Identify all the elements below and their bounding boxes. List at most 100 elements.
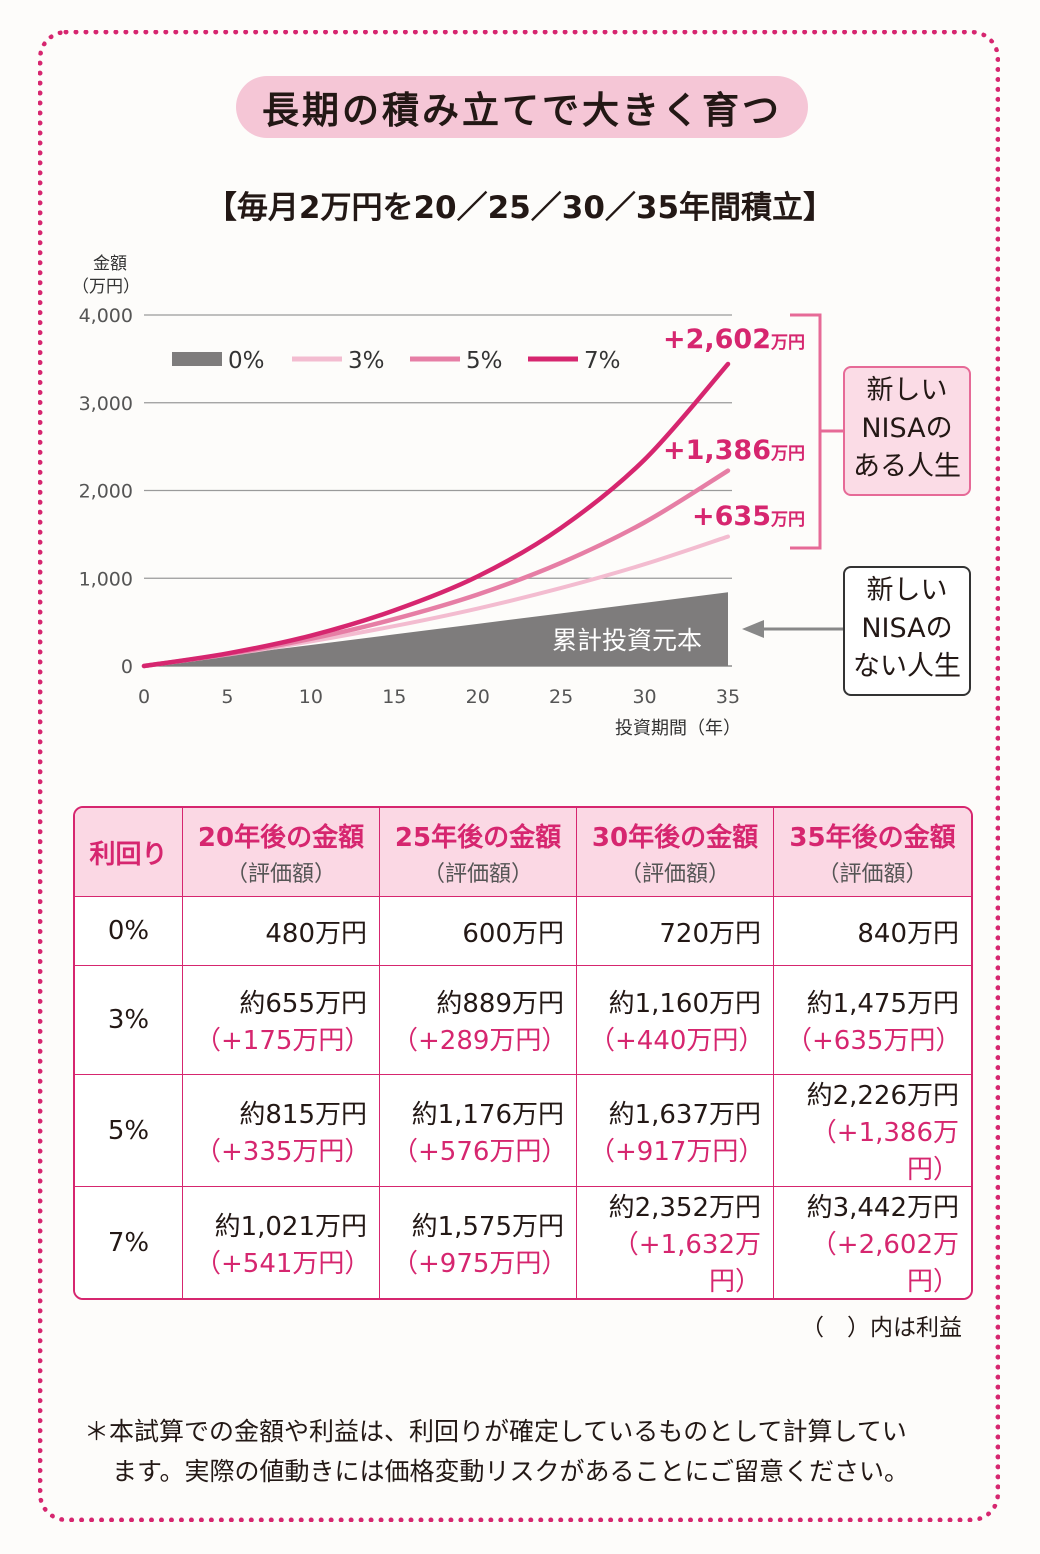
table-row: 5% 約815万円 （+335万円） 約1,176万円 （+576万円） 約1,63… — [75, 1075, 971, 1187]
profit: （+975万円） — [392, 1248, 568, 1279]
legend-label: 0% — [228, 348, 265, 374]
value-cell: 約889万円 （+289万円） — [380, 966, 577, 1075]
profit: （+1,386万円） — [810, 1118, 959, 1185]
value-cell: 約1,637万円 （+917万円） — [577, 1075, 774, 1187]
amount: 約1,176万円 — [411, 1099, 564, 1130]
profit: （+1,632万円） — [612, 1230, 761, 1297]
header-col: 25年後の金額 （評価額） — [380, 808, 577, 897]
end-value-label: +635万円 — [692, 501, 805, 532]
results-table: 利回り 20年後の金額 （評価額） 25年後の金額 （評価額） 30年後の金額 （評価… — [73, 806, 973, 1300]
callout-without-nisa-line: 新しい — [866, 575, 948, 606]
x-tick-label: 5 — [221, 686, 233, 708]
amount: 720万円 — [659, 918, 761, 949]
x-tick-label: 25 — [549, 686, 573, 708]
y-tick-label: 1,000 — [79, 568, 133, 590]
end-value-label: +2,602万円 — [663, 324, 805, 355]
end-value: +1,386 — [663, 435, 771, 466]
header-title: 35年後の金額 — [789, 822, 956, 853]
value-cell: 約1,575万円 （+975万円） — [380, 1187, 577, 1298]
y-tick-label: 2,000 — [79, 481, 133, 503]
amount: 約1,575万円 — [411, 1211, 564, 1242]
amount: 約655万円 — [239, 989, 367, 1019]
x-tick-label: 20 — [466, 686, 490, 708]
growth-chart: 金額 （万円） 0 1,000 2,000 3,000 4,000 0 5 10 15 20 25 30 3… — [72, 254, 843, 739]
end-value: +635 — [692, 501, 771, 532]
profit: （+576万円） — [392, 1136, 568, 1167]
amount: 約1,021万円 — [214, 1211, 367, 1242]
header-rate: 利回り — [75, 808, 183, 897]
callout-without-nisa-line: ない人生 — [853, 651, 961, 682]
callout-with-nisa: 新しい NISAの ある人生 — [843, 366, 971, 496]
value-cell: 約3,442万円 （+2,602万円） — [774, 1187, 971, 1298]
series-line-7pct — [141, 361, 731, 669]
end-value-label: +1,386万円 — [663, 435, 805, 466]
value-cell: 600万円 — [380, 897, 577, 966]
footnote-line: ます。実際の値動きには価格変動リスクがあることにご留意ください。 — [112, 1457, 910, 1486]
header-title: 20年後の金額 — [197, 822, 365, 853]
x-tick-label: 30 — [632, 686, 656, 708]
callout-with-nisa-line: 新しい — [866, 375, 948, 406]
legend-label: 7% — [584, 348, 621, 374]
amount: 600万円 — [462, 918, 564, 949]
chart-subtitle: 【毎月2万円を20／25／30／35年間積立】 — [205, 190, 835, 226]
amount: 480万円 — [265, 918, 367, 949]
y-axis-label: （万円） — [72, 277, 140, 297]
page-title: 長期の積み立てで大きく育つ — [236, 76, 808, 138]
amount: 約815万円 — [239, 1099, 367, 1130]
x-tick-label: 10 — [299, 686, 323, 708]
table-row: 3% 約655万円 （+175万円） 約889万円 （+289万円） 約1,160万… — [75, 966, 971, 1075]
value-cell: 約655万円 （+175万円） — [183, 966, 380, 1075]
profit: （+2,602万円） — [810, 1230, 959, 1297]
end-value: +2,602 — [663, 324, 771, 355]
header-sub: （評価額） — [619, 861, 730, 887]
profit: （+635万円） — [786, 1026, 962, 1056]
value-cell: 約2,352万円 （+1,632万円） — [577, 1187, 774, 1298]
header-col: 30年後の金額 （評価額） — [577, 808, 774, 897]
x-tick-label: 15 — [382, 686, 406, 708]
callout-without-nisa-line: NISAの — [861, 613, 953, 644]
amount: 約1,475万円 — [806, 989, 959, 1019]
profit: （+289万円） — [392, 1026, 568, 1056]
table-header-row: 利回り 20年後の金額 （評価額） 25年後の金額 （評価額） 30年後の金額 （評価… — [75, 808, 971, 897]
y-axis-label: 金額 — [93, 254, 127, 274]
table-row: 7% 約1,021万円 （+541万円） 約1,575万円 （+975万円） 約2,… — [75, 1187, 971, 1298]
end-value-unit: 万円 — [770, 510, 805, 530]
y-tick-label: 3,000 — [79, 393, 133, 415]
end-value-unit: 万円 — [770, 333, 805, 353]
table-row: 0% 480万円 600万円 720万円 840万円 — [75, 897, 971, 966]
header-sub: （評価額） — [422, 861, 533, 887]
value-cell: 480万円 — [183, 897, 380, 966]
callout-without-nisa: 新しい NISAの ない人生 — [843, 566, 971, 696]
amount: 約1,160万円 — [608, 989, 761, 1019]
value-cell: 約1,021万円 （+541万円） — [183, 1187, 380, 1298]
callout-with-nisa-line: NISAの — [861, 413, 953, 444]
amount: 約2,352万円 — [608, 1193, 761, 1223]
value-cell: 約2,226万円 （+1,386万円） — [774, 1075, 971, 1187]
profit: （+917万円） — [589, 1136, 765, 1167]
principal-area-label: 累計投資元本 — [552, 626, 702, 655]
rate-cell: 7% — [75, 1187, 183, 1298]
profit: （+175万円） — [195, 1026, 371, 1056]
rate-cell: 5% — [75, 1075, 183, 1187]
amount: 840万円 — [857, 918, 959, 949]
profit: （+440万円） — [589, 1026, 765, 1056]
legend-label: 3% — [348, 348, 385, 374]
x-tick-label: 35 — [716, 686, 740, 708]
end-value-unit: 万円 — [770, 444, 805, 464]
arrow-head — [742, 620, 764, 638]
page-title-text: 長期の積み立てで大きく育つ — [262, 89, 782, 132]
header-sub: （評価額） — [225, 861, 336, 887]
y-tick-label: 4,000 — [79, 305, 133, 327]
amount: 約3,442万円 — [806, 1193, 959, 1223]
value-cell: 約1,176万円 （+576万円） — [380, 1075, 577, 1187]
amount: 約889万円 — [436, 989, 564, 1019]
header-sub: （評価額） — [817, 861, 928, 887]
legend-label: 5% — [466, 348, 503, 374]
footnote-line: ＊本試算での金額や利益は、利回りが確定しているものとして計算してい — [84, 1417, 907, 1446]
footnote: ＊本試算での金額や利益は、利回りが確定しているものとして計算してい ます。実際の… — [84, 1412, 964, 1492]
x-tick-label: 0 — [138, 686, 150, 708]
value-cell: 720万円 — [577, 897, 774, 966]
value-cell: 840万円 — [774, 897, 971, 966]
value-cell: 約1,160万円 （+440万円） — [577, 966, 774, 1075]
y-tick-label: 0 — [121, 656, 133, 678]
